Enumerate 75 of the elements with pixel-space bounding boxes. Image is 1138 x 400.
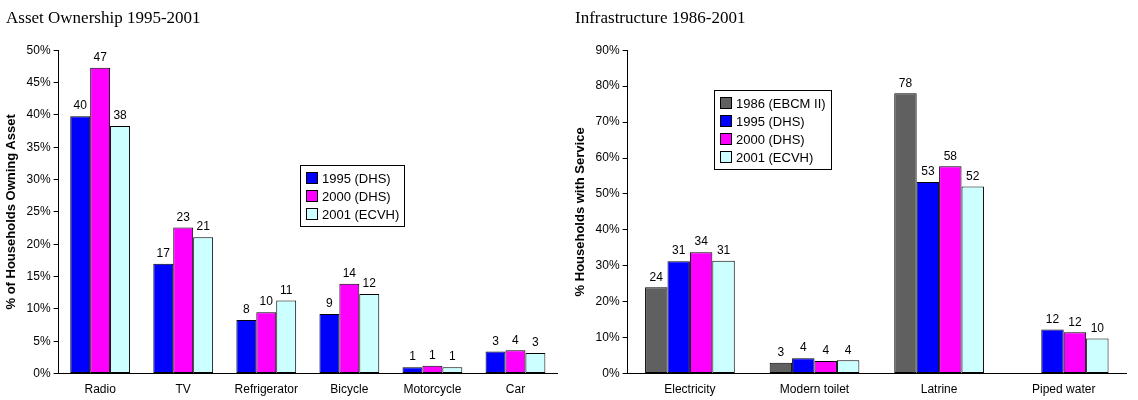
y-tick-label: 30% bbox=[26, 171, 51, 186]
data-label: 24 bbox=[649, 269, 664, 284]
x-tick-label: Radio bbox=[84, 382, 117, 397]
x-tick-label: Latrine bbox=[920, 382, 958, 397]
data-label: 4 bbox=[799, 340, 807, 355]
data-label: 12 bbox=[1068, 314, 1082, 329]
data-label: 78 bbox=[898, 75, 913, 90]
data-label: 1 bbox=[429, 348, 437, 363]
data-label: 1 bbox=[409, 349, 417, 364]
y-tick-label: 80% bbox=[595, 78, 620, 93]
y-tick-label: 25% bbox=[26, 204, 51, 219]
legend-label: 2001 (ECVH) bbox=[322, 206, 400, 222]
x-tick-label: Piped water bbox=[1032, 382, 1096, 397]
data-label: 4 bbox=[822, 343, 830, 358]
x-tick-label: Bicycle bbox=[330, 382, 369, 397]
y-axis-title: % Households with Service bbox=[572, 127, 588, 297]
data-label: 9 bbox=[326, 296, 334, 311]
chart-title: Infrastructure 1986-2001 bbox=[575, 8, 746, 28]
data-label: 47 bbox=[93, 49, 108, 64]
y-tick-label: 60% bbox=[595, 150, 620, 165]
data-label: 1 bbox=[449, 349, 456, 364]
data-label: 38 bbox=[113, 108, 128, 123]
data-label: 10 bbox=[259, 294, 274, 309]
y-tick-label: 10% bbox=[26, 301, 51, 316]
y-tick-label: 40% bbox=[595, 222, 620, 237]
x-tick-label: TV bbox=[175, 382, 191, 397]
y-tick-label: 5% bbox=[33, 333, 51, 348]
y-tick-label: 70% bbox=[595, 114, 620, 129]
y-tick-label: 15% bbox=[26, 268, 51, 283]
legend-label: 1995 (DHS) bbox=[736, 113, 805, 129]
data-label: 3 bbox=[492, 333, 500, 348]
y-tick-label: 20% bbox=[595, 294, 620, 309]
data-label: 58 bbox=[943, 148, 958, 163]
data-label: 14 bbox=[342, 266, 357, 281]
data-label: 31 bbox=[716, 243, 731, 258]
data-label: 11 bbox=[279, 282, 293, 297]
data-label: 4 bbox=[844, 342, 852, 357]
x-tick-label: Car bbox=[505, 382, 526, 397]
x-tick-label: Motorcycle bbox=[403, 382, 462, 397]
legend-label: 1986 (EBCM II) bbox=[736, 95, 826, 111]
y-axis-title: % of Households Owning Asset bbox=[3, 113, 19, 310]
y-tick-label: 20% bbox=[26, 236, 51, 251]
x-tick-label: Modern toilet bbox=[779, 382, 850, 397]
x-tick-label: Electricity bbox=[664, 382, 716, 397]
data-label: 21 bbox=[196, 219, 211, 234]
y-tick-label: 50% bbox=[26, 42, 51, 57]
data-label: 40 bbox=[73, 98, 88, 113]
data-label: 4 bbox=[512, 332, 520, 347]
y-tick-label: 40% bbox=[26, 107, 51, 122]
legend-label: 1995 (DHS) bbox=[322, 170, 391, 186]
chart-title: Asset Ownership 1995-2001 bbox=[6, 8, 201, 28]
data-label: 3 bbox=[777, 345, 785, 360]
legend-label: 2000 (DHS) bbox=[322, 188, 391, 204]
data-label: 8 bbox=[243, 302, 250, 317]
y-tick-label: 45% bbox=[26, 74, 51, 89]
data-label: 12 bbox=[362, 276, 377, 291]
legend-label: 2001 (ECVH) bbox=[736, 149, 814, 165]
data-label: 52 bbox=[966, 168, 980, 183]
y-tick-label: 30% bbox=[595, 258, 620, 273]
data-label: 23 bbox=[176, 209, 191, 224]
y-tick-label: 0% bbox=[602, 365, 620, 380]
y-tick-label: 50% bbox=[595, 186, 620, 201]
data-label: 53 bbox=[921, 164, 935, 179]
x-tick-label: Refrigerator bbox=[234, 382, 298, 397]
data-label: 34 bbox=[694, 234, 709, 249]
data-label: 10 bbox=[1090, 320, 1105, 335]
y-tick-label: 0% bbox=[33, 365, 51, 380]
legend-label: 2000 (DHS) bbox=[736, 131, 805, 147]
y-tick-label: 35% bbox=[26, 139, 51, 154]
data-label: 12 bbox=[1045, 311, 1060, 326]
y-tick-label: 90% bbox=[595, 42, 620, 57]
y-tick-label: 10% bbox=[595, 329, 620, 344]
data-label: 31 bbox=[672, 243, 686, 258]
data-label: 3 bbox=[532, 335, 540, 350]
data-label: 17 bbox=[156, 245, 171, 260]
